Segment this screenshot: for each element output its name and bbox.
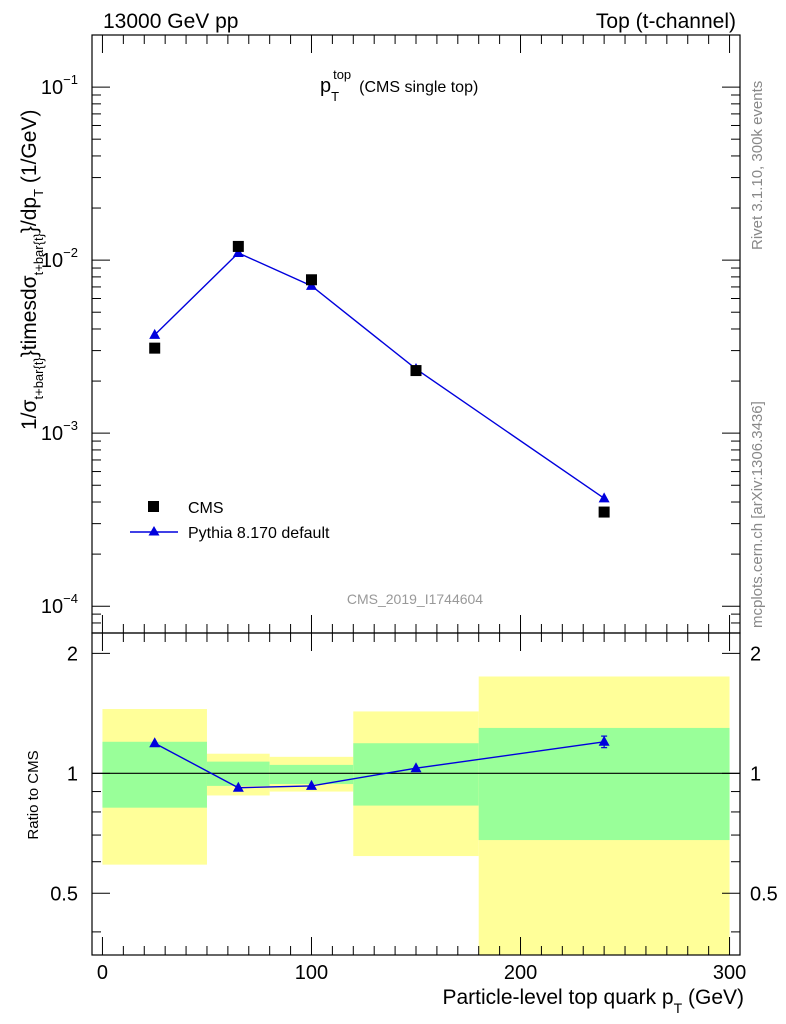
main-y-tick-label: 10−2: [41, 245, 78, 272]
legend-mc-label: Pythia 8.170 default: [188, 525, 330, 542]
ratio-y-tick-label: 1: [67, 763, 78, 785]
data-point: [149, 342, 161, 354]
analysis-watermark: CMS_2019_I1744604: [347, 591, 483, 607]
main-y-tick-label: 10−3: [41, 418, 78, 445]
plot-title-sub: T: [331, 89, 339, 104]
data-point: [305, 274, 317, 286]
main-data-marks: [149, 240, 610, 518]
main-y-tick-label: 10−1: [41, 72, 78, 99]
ratio-band-inner-0: [102, 741, 207, 808]
mc-point: [232, 246, 244, 257]
plot-title-sup: top: [333, 67, 351, 82]
ratio-band-inner-2: [269, 764, 354, 785]
main-axis-ticks: 10−4 10−3 10−2 10−1: [41, 34, 740, 634]
legend-data-marker: [148, 501, 159, 512]
plot-title-main: p: [320, 75, 331, 97]
main-y-axis-label: 1/σt+bar{t}}timesdσt+bar{t}}/dpT (1/GeV): [18, 110, 46, 430]
ratio-point: [149, 737, 161, 748]
x-tick-label: 200: [504, 962, 537, 984]
x-tick-label: 0: [97, 962, 108, 984]
x-axis-label: Particle-level top quark pT (GeV): [442, 986, 744, 1016]
x-tick-label: 300: [713, 962, 746, 984]
mc-point: [149, 328, 161, 339]
plot-title-note: (CMS single top): [359, 79, 478, 96]
rivet-version-text: Rivet 3.1.10, 300k events: [749, 81, 766, 250]
ratio-data-marks: [149, 735, 610, 792]
x-tick-label: 100: [295, 962, 328, 984]
ratio-plot-frame: [91, 632, 741, 956]
ratio-point: [598, 735, 610, 746]
ratio-axis-ticks: 0 100 200 300 0.5 0.5 1 1 2 2: [50, 633, 778, 984]
legend: CMS Pythia 8.170 default: [130, 500, 330, 542]
main-plot-frame: [91, 34, 741, 634]
ratio-y-axis-label: Ratio to CMS: [25, 750, 42, 839]
legend-data-label: CMS: [188, 500, 224, 517]
ratio-point: [410, 762, 422, 773]
header-left: 13000 GeV pp: [103, 10, 238, 33]
mc-point: [598, 492, 610, 503]
data-point: [598, 506, 610, 518]
data-point: [410, 365, 422, 377]
data-point: [232, 240, 244, 252]
main-y-tick-label: 10−4: [41, 591, 78, 618]
ratio-point: [232, 781, 244, 792]
header-right: Top (t-channel): [596, 10, 736, 33]
ratio-y-tick-label-right: 1: [750, 763, 761, 785]
mc-series-line: [154, 252, 605, 499]
ratio-y-tick-label-right: 0.5: [750, 883, 778, 905]
mcplots-text: mcplots.cern.ch [arXiv:1306.3436]: [749, 401, 766, 628]
ratio-y-tick-label-right: 2: [750, 643, 761, 665]
ratio-y-tick-label: 0.5: [50, 883, 78, 905]
ratio-y-tick-label: 2: [67, 643, 78, 665]
ratio-point: [305, 779, 317, 790]
ratio-uncertainty-bands: [92, 676, 740, 955]
legend-mc-marker: [148, 526, 160, 536]
plot-title: pTtop (CMS single top): [320, 67, 478, 104]
ratio-band-inner-3: [353, 743, 479, 806]
